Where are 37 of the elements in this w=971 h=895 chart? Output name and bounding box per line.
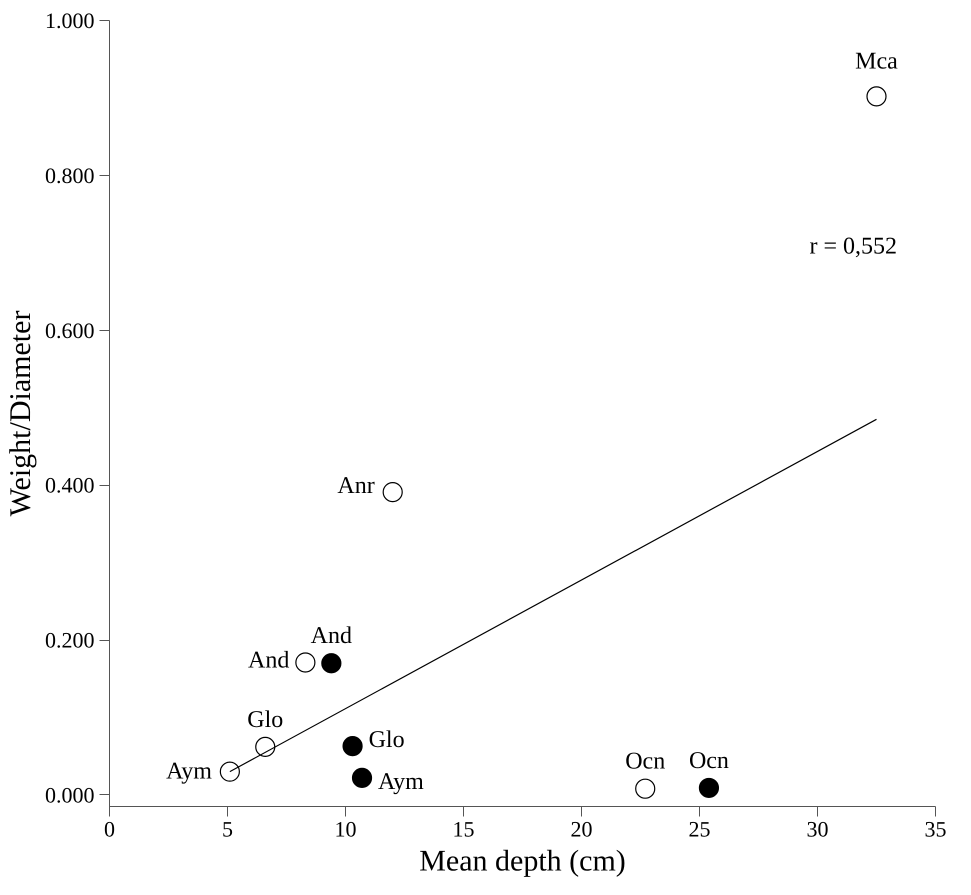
x-tick-label: 15 xyxy=(452,816,474,842)
annotation: Mca xyxy=(855,48,898,74)
y-tick-label: 0.800 xyxy=(45,162,94,188)
y-tick-label: 1.000 xyxy=(45,8,94,33)
y-axis-title: Weight/Diameter xyxy=(4,310,37,516)
x-tick-label: 0 xyxy=(104,816,115,842)
annotation: And xyxy=(248,647,290,674)
x-axis-title: Mean depth (cm) xyxy=(419,844,626,878)
annotation: Aym xyxy=(378,768,424,795)
point xyxy=(352,768,372,788)
point xyxy=(635,778,656,799)
y-tick-label: 0.200 xyxy=(45,628,94,653)
point xyxy=(295,652,316,673)
y-tick-label: 0.000 xyxy=(45,782,94,808)
point xyxy=(698,778,720,798)
x-tick-label: 35 xyxy=(924,816,946,842)
annotation: Glo xyxy=(247,706,284,733)
point xyxy=(321,653,342,674)
point xyxy=(866,86,887,106)
point xyxy=(220,762,240,782)
annotation: And xyxy=(310,623,352,650)
y-tick-label: 0.400 xyxy=(45,472,94,498)
annotation: Ocn xyxy=(625,748,666,775)
point xyxy=(382,482,403,502)
annotation: Anr xyxy=(337,473,375,500)
annotation: Ocn xyxy=(688,748,729,774)
annotation: Glo xyxy=(368,727,405,754)
x-tick-label: 30 xyxy=(806,816,828,842)
x-tick-label: 10 xyxy=(334,816,356,842)
y-tick-label: 0.600 xyxy=(45,318,94,343)
x-tick-label: 25 xyxy=(688,816,710,842)
x-tick-label: 20 xyxy=(570,816,592,842)
point xyxy=(255,736,276,757)
x-tick-label: 5 xyxy=(222,816,233,842)
point xyxy=(342,736,363,756)
annotation: Aym xyxy=(166,758,212,785)
annotation: r = 0,552 xyxy=(810,234,898,260)
